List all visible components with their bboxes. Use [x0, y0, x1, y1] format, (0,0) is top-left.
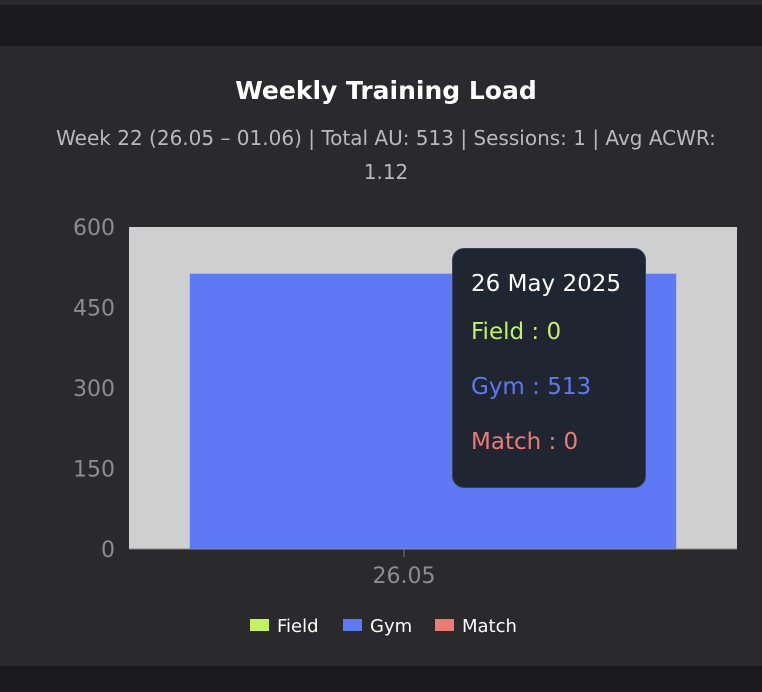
legend-label-field: Field: [277, 616, 319, 637]
legend-label-gym: Gym: [370, 616, 412, 637]
tooltip-date: 26 May 2025: [471, 271, 621, 297]
x-tick-label: 26.05: [373, 564, 436, 589]
bottom-bar: [0, 666, 762, 692]
chart-title: Weekly Training Load: [235, 76, 537, 105]
legend-swatch-gym: [343, 619, 362, 631]
legend-swatch-match: [435, 619, 454, 631]
subtitle-line-2: 1.12: [363, 160, 409, 184]
y-tick-label: 150: [73, 458, 115, 483]
tooltip-gym-value: Gym : 513: [471, 374, 592, 400]
legend-swatch-field: [250, 619, 269, 631]
y-tick-label: 0: [101, 538, 115, 563]
chart-tooltip: 26 May 2025 Field : 0 Gym : 513 Match : …: [452, 248, 646, 488]
y-tick-label: 450: [73, 297, 115, 322]
tooltip-field-value: Field : 0: [471, 319, 562, 345]
y-tick-label: 300: [73, 377, 115, 402]
top-bar: [0, 0, 762, 46]
chart-subtitle: Week 22 (26.05 – 01.06) | Total AU: 513 …: [0, 121, 762, 189]
legend-label-match: Match: [462, 616, 517, 637]
y-tick-label: 600: [73, 216, 115, 241]
subtitle-line-1: Week 22 (26.05 – 01.06) | Total AU: 513 …: [56, 126, 716, 150]
tooltip-match-value: Match : 0: [471, 429, 579, 455]
